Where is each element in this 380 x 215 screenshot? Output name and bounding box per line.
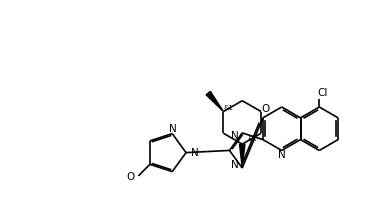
Polygon shape [239,144,245,168]
Text: Cl: Cl [317,88,328,98]
Polygon shape [206,91,223,112]
Text: N: N [191,148,199,158]
Text: N: N [169,124,177,134]
Text: N: N [278,150,285,160]
Text: O: O [262,104,270,114]
Text: O: O [126,172,135,182]
Text: &1: &1 [223,104,233,111]
Text: N: N [231,131,238,141]
Text: &1: &1 [247,136,257,142]
Text: N: N [231,160,238,170]
